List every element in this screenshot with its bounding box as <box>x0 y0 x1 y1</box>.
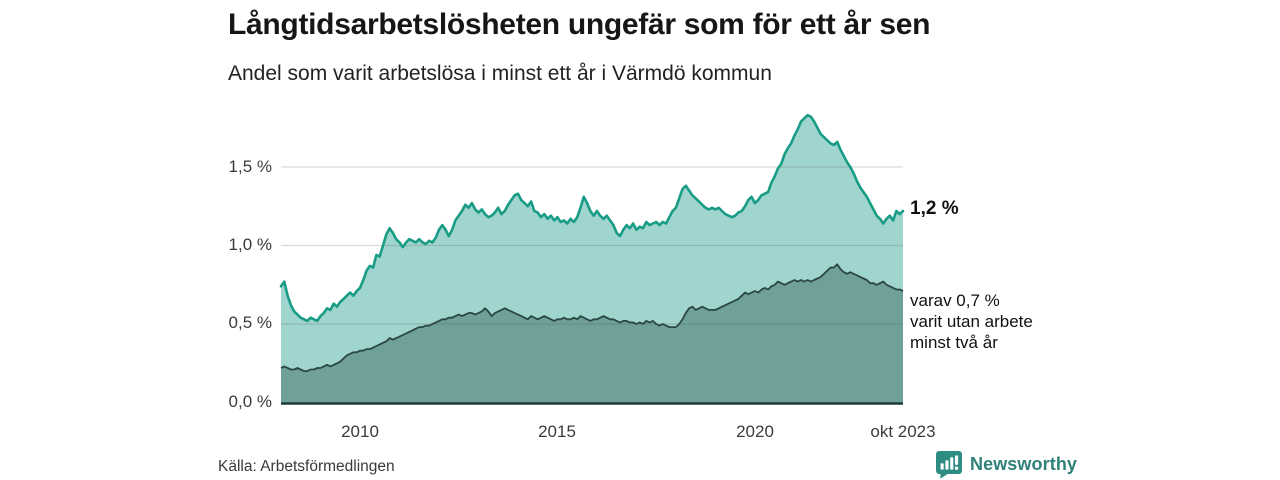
annotation-line: minst två år <box>910 333 998 352</box>
area-two-year <box>281 264 903 403</box>
x-tick-label: 2010 <box>341 422 379 441</box>
end-value-label-two-year: varav 0,7 % varit utan arbete minst två … <box>910 290 1070 353</box>
line-two-year <box>280 263 904 372</box>
x-tick-label: okt 2023 <box>870 422 936 441</box>
chart-subtitle: Andel som varit arbetslösa i minst ett å… <box>228 62 772 85</box>
source-note: Källa: Arbetsförmedlingen <box>218 458 395 475</box>
y-tick-label: 0,5 % <box>228 313 272 332</box>
newsworthy-logo-text: Newsworthy <box>970 454 1078 474</box>
newsworthy-logo: Newsworthy <box>935 450 1077 479</box>
x-tick-label: 2020 <box>736 422 774 441</box>
y-tick-label: 1,0 % <box>228 235 272 254</box>
annotation-line: varit utan arbete <box>910 312 1033 331</box>
end-value-label-total: 1,2 % <box>910 198 959 219</box>
y-tick-label: 1,5 % <box>228 157 272 176</box>
x-tick-label: 2015 <box>538 422 576 441</box>
newsworthy-logo-icon <box>935 450 963 479</box>
chart-title: Långtidsarbetslösheten ungefär som för e… <box>228 8 931 41</box>
annotation-line: varav 0,7 % <box>910 291 1000 310</box>
y-tick-label: 0,0 % <box>228 392 272 411</box>
line-total <box>279 113 905 323</box>
